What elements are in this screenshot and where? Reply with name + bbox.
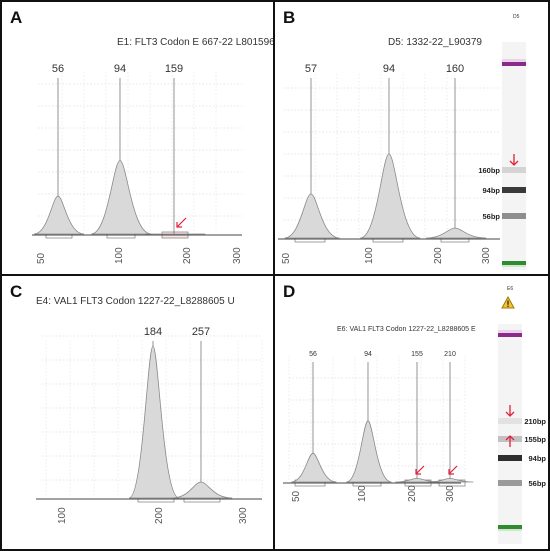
gel-band-label: 56bp — [482, 212, 500, 221]
annotation-arrow-head — [448, 469, 454, 475]
x-tick-label: 300 — [232, 247, 243, 264]
x-tick-label: 100 — [57, 507, 68, 524]
annotation-arrow-head — [176, 222, 182, 228]
warning-triangle-icon — [501, 296, 515, 309]
lower-marker-band — [502, 261, 526, 265]
annotation-arrow — [415, 465, 425, 475]
x-tick-label: 300 — [445, 485, 456, 502]
panel-title: E6: VAL1 FLT3 Codon 1227-22_L8288605 E — [337, 326, 476, 333]
x-tick-label: 300 — [481, 247, 492, 264]
plot-area: 184 257 100 200 300 — [36, 326, 263, 524]
gel-band-label: 94bp — [528, 454, 546, 463]
gel-lane-b: 160bp 94bp 56bp — [478, 42, 526, 270]
upper-marker-halo — [502, 59, 526, 62]
x-tick-label: 200 — [154, 507, 165, 524]
panel-c: C E4: VAL1 FLT3 Codon 1227-22_L8288605 U… — [0, 274, 275, 551]
peak-label: 94 — [114, 63, 126, 75]
peak-210 — [428, 477, 474, 483]
peak-56 — [33, 195, 85, 235]
panel-title: E4: VAL1 FLT3 Codon 1227-22_L8288605 U — [36, 296, 235, 307]
panel-letter: A — [10, 8, 23, 27]
peak-160 — [426, 227, 487, 239]
gel-lane-label: D5 — [513, 14, 520, 20]
panel-title: E1: FLT3 Codon E 667-22 L8015964 — [117, 37, 275, 48]
peak-label: 184 — [144, 326, 162, 338]
plot-area: 57 94 160 50 100 200 300 — [278, 63, 500, 264]
electropherogram-a: 56 94 159 50 100 200 300 — [32, 63, 243, 264]
peak-94 — [91, 160, 152, 235]
peak-label: 56 — [309, 351, 317, 358]
panel-letter: B — [283, 8, 296, 27]
gel-band-56bp — [498, 480, 522, 486]
peak-57 — [284, 193, 340, 239]
peak-label: 160 — [446, 63, 464, 75]
panel-a: A E1: FLT3 Codon E 667-22 L8015964 56 94 1… — [0, 0, 275, 276]
x-tick-label: 50 — [36, 252, 47, 264]
x-tick-label: 200 — [182, 247, 193, 264]
lower-marker-halo — [502, 265, 526, 267]
peak-56 — [291, 452, 337, 483]
upper-marker-halo — [498, 330, 522, 333]
panel-title: D5: 1332-22_L90379 — [388, 37, 482, 48]
upper-marker-band — [498, 333, 522, 337]
electropherogram-b: 57 94 160 50 100 200 300 — [278, 63, 500, 264]
x-tick-label: 50 — [281, 252, 292, 264]
peak-257 — [172, 481, 233, 499]
gel-band-160bp — [502, 167, 526, 173]
gel-annotation-arrow-head — [505, 411, 515, 417]
x-tick-label: 200 — [433, 247, 444, 264]
annotation-arrow — [176, 217, 187, 228]
gel-band-210bp — [498, 418, 522, 424]
peak-label: 210 — [444, 351, 456, 358]
gel-band-94bp — [502, 187, 526, 193]
panel-b: B D5: 1332-22_L90379 57 94 160 50 100 200 300 … — [273, 0, 550, 276]
peak-label: 56 — [52, 63, 64, 75]
panel-letter: C — [10, 282, 23, 301]
annotation-arrow-head — [415, 469, 421, 475]
gel-band-label: 160bp — [478, 166, 500, 175]
annotation-arrow — [448, 465, 458, 475]
x-tick-label: 100 — [364, 247, 375, 264]
gel-band-label: 56bp — [528, 479, 546, 488]
x-tick-label: 100 — [114, 247, 125, 264]
peak-184 — [128, 345, 180, 499]
gel-lane-background — [498, 324, 522, 544]
x-tick-label: 50 — [291, 490, 302, 502]
x-tick-label: 200 — [407, 485, 418, 502]
plot-area: 56 94 159 50 100 200 300 — [32, 63, 243, 264]
x-tick-label: 300 — [238, 507, 249, 524]
panel-letter: D — [283, 282, 296, 301]
peak-label: 57 — [305, 63, 317, 75]
gel-lane-label: E6 — [507, 286, 514, 292]
gel-band-94bp — [498, 455, 522, 461]
gel-band-56bp — [502, 213, 526, 219]
panel-d: D E6: VAL1 FLT3 Codon 1227-22_L8288605 E… — [273, 274, 550, 551]
gel-band-label: 210bp — [524, 417, 546, 426]
upper-marker-band — [502, 62, 526, 66]
gel-band-label: 94bp — [482, 186, 500, 195]
electropherogram-c: 184 257 100 200 300 — [36, 326, 263, 524]
peak-label: 155 — [411, 351, 423, 358]
gel-annotation-arrow-head — [505, 435, 515, 441]
plot-area: 56 94 155 210 50 100 200 300 — [283, 351, 474, 502]
peak-label: 159 — [165, 63, 183, 75]
gel-lane-d: 210bp 155bp 94bp 56bp — [498, 324, 546, 544]
electropherogram-d: 56 94 155 210 50 100 200 300 — [283, 351, 474, 502]
peak-label: 94 — [383, 63, 395, 75]
lower-marker-halo — [498, 529, 522, 531]
peak-94 — [346, 420, 392, 483]
gel-annotation-arrow-head — [509, 160, 519, 166]
x-tick-label: 100 — [357, 485, 368, 502]
gel-band-label: 155bp — [524, 435, 546, 444]
peak-label: 257 — [192, 326, 210, 338]
peak-94 — [360, 153, 421, 239]
peak-label: 94 — [364, 351, 372, 358]
lower-marker-band — [498, 525, 522, 529]
